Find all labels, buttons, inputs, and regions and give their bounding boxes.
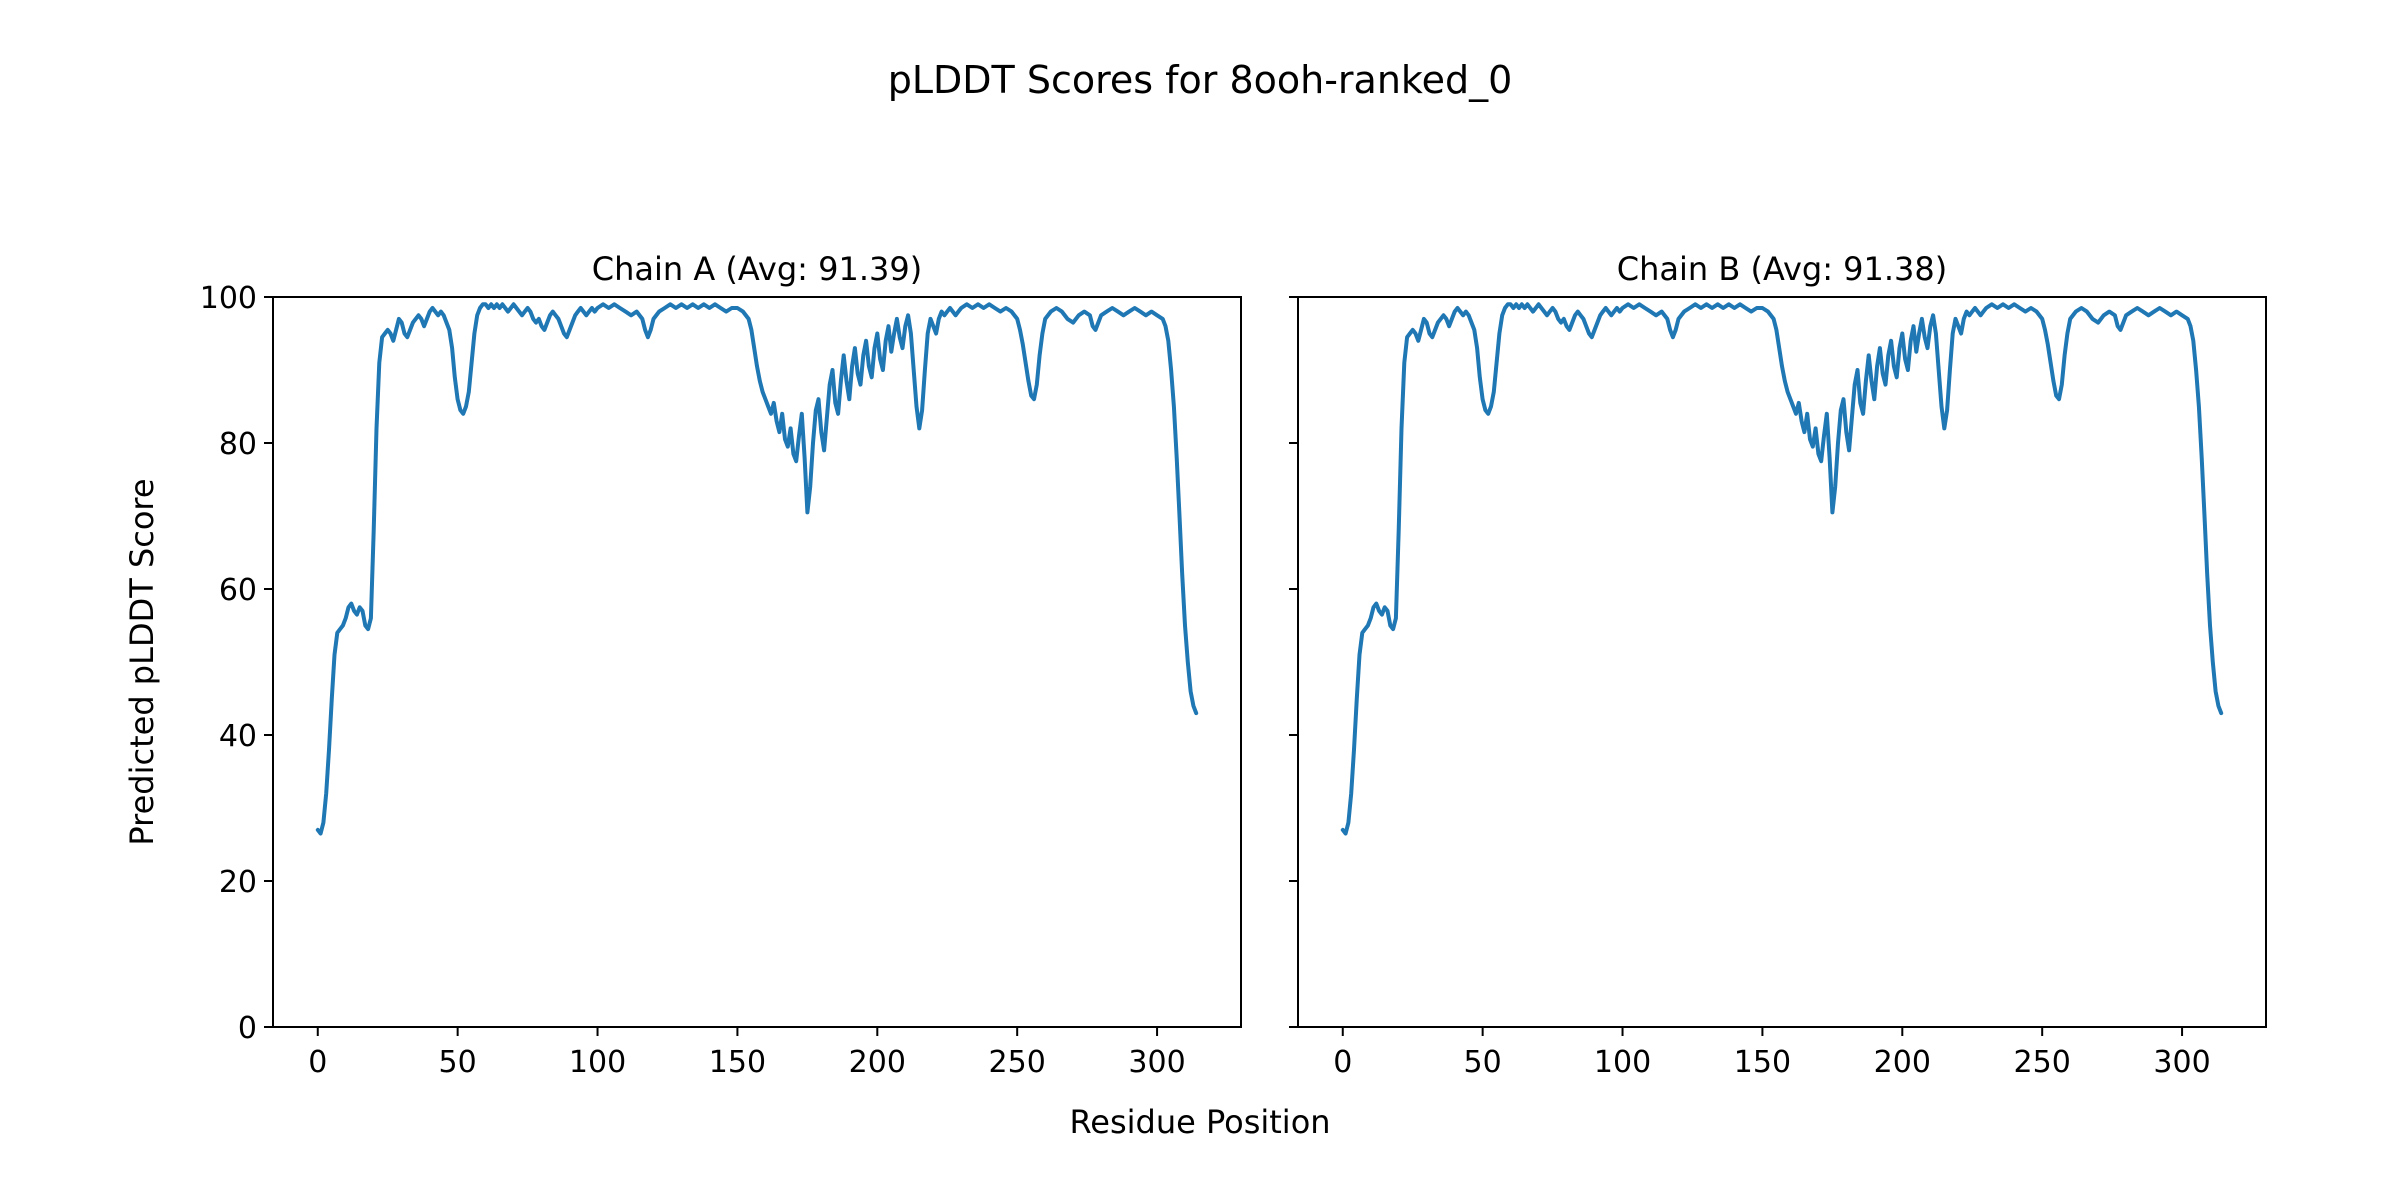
svg-text:20: 20: [218, 865, 256, 900]
svg-text:150: 150: [708, 1045, 765, 1080]
svg-text:50: 50: [438, 1045, 476, 1080]
svg-text:250: 250: [988, 1045, 1045, 1080]
figure-title: pLDDT Scores for 8ooh-ranked_0: [887, 58, 1513, 102]
svg-text:80: 80: [218, 427, 256, 462]
svg-text:40: 40: [218, 719, 256, 754]
svg-text:50: 50: [1463, 1045, 1501, 1080]
svg-text:300: 300: [1128, 1045, 1185, 1080]
svg-text:0: 0: [308, 1045, 327, 1080]
chain-a-plot: Chain A (Avg: 91.39) Predicted pLDDT Sco…: [123, 250, 1242, 1080]
svg-text:150: 150: [1733, 1045, 1790, 1080]
svg-text:60: 60: [218, 573, 256, 608]
svg-text:100: 100: [568, 1045, 625, 1080]
svg-text:0: 0: [237, 1011, 256, 1046]
chain-b-plot: Chain B (Avg: 91.38) 0 50 100 150 200 250 300: [1288, 250, 2267, 1080]
svg-text:100: 100: [1593, 1045, 1650, 1080]
chain-a-subplot-title: Chain A (Avg: 91.39): [591, 250, 921, 288]
svg-text:100: 100: [199, 281, 256, 316]
svg-text:250: 250: [2013, 1045, 2070, 1080]
chain-a-axes: 0 50 100 150 200 250 300 0 20 40 60 80 100: [199, 281, 1242, 1080]
svg-text:0: 0: [1333, 1045, 1352, 1080]
chain-b-subplot-title: Chain B (Avg: 91.38): [1616, 250, 1947, 288]
svg-text:200: 200: [848, 1045, 905, 1080]
charts-row: Chain A (Avg: 91.39) Predicted pLDDT Sco…: [0, 242, 2400, 1097]
chain-b-axes: 0 50 100 150 200 250 300: [1288, 295, 2267, 1080]
y-axis-label: Predicted pLDDT Score: [123, 478, 161, 845]
svg-text:300: 300: [2153, 1045, 2210, 1080]
x-axis-label: Residue Position: [1069, 1102, 1331, 1141]
svg-text:200: 200: [1873, 1045, 1930, 1080]
